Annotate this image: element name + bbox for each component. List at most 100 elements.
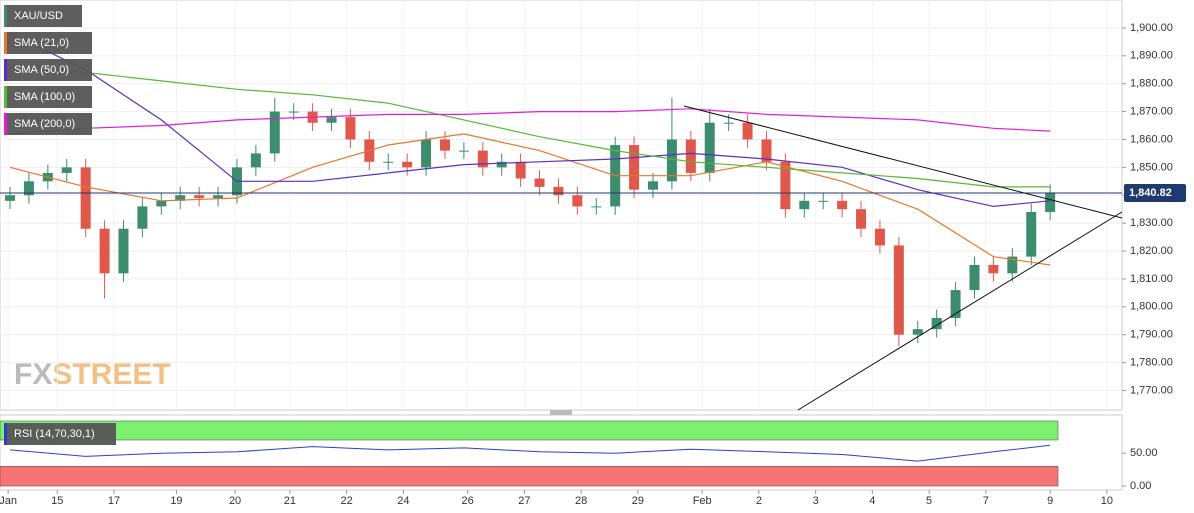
candle-body	[496, 161, 507, 168]
candle-body	[5, 195, 16, 201]
y-tick-label: 1,860.00	[1130, 133, 1173, 145]
candle-body	[534, 178, 545, 187]
y-tick-label: 1,870.00	[1130, 105, 1173, 117]
x-tick-label: 28	[575, 495, 587, 507]
y-tick-label: 1,890.00	[1130, 50, 1173, 62]
legend-entry-swatch	[4, 113, 7, 135]
candle-body	[118, 228, 129, 274]
candle-body	[893, 245, 904, 335]
candle-body	[288, 111, 299, 113]
candle-body	[837, 200, 848, 210]
candle-body	[553, 186, 564, 196]
candle-body	[1026, 211, 1037, 257]
y-tick-label: 1,830.00	[1130, 217, 1173, 229]
candle-body	[591, 206, 602, 208]
candle-body	[402, 161, 413, 168]
legend-entry-swatch	[4, 86, 7, 108]
x-tick-label: 27	[518, 495, 530, 507]
candle-body	[931, 317, 942, 330]
price-panel	[0, 0, 1123, 411]
candle-body	[269, 111, 280, 154]
x-tick-label: 29	[632, 495, 644, 507]
candle-body	[648, 181, 659, 190]
candle-body	[250, 153, 261, 168]
candle-body	[345, 117, 356, 140]
x-tick-label: 26	[462, 495, 474, 507]
candle-body	[477, 150, 488, 168]
candle-body	[194, 195, 205, 199]
y-tick-label: 1,900.00	[1130, 22, 1173, 34]
candle-body	[780, 161, 791, 210]
candle-body	[742, 122, 753, 140]
legend-entry-box	[4, 113, 92, 135]
legend-title-swatch	[4, 5, 7, 27]
last-price-box	[1124, 183, 1186, 202]
candle-body	[61, 167, 72, 173]
candle-body	[515, 161, 526, 179]
x-tick-label: 4	[869, 495, 875, 507]
candle-body	[818, 200, 829, 202]
candle-body	[156, 200, 167, 207]
x-tick-label: Jan	[0, 495, 17, 507]
x-tick-label: 2	[756, 495, 762, 507]
candle-body	[912, 329, 923, 335]
panel-splitter[interactable]	[550, 410, 572, 415]
legend-entry: SMA (100,0)	[14, 91, 75, 103]
candle-body	[704, 122, 715, 173]
last-price-label: 1,840.82	[1129, 187, 1172, 199]
candle-body	[950, 290, 961, 318]
legend-title: XAU/USD	[14, 10, 63, 22]
candle-body	[383, 161, 394, 163]
y-tick-label: 1,820.00	[1130, 245, 1173, 257]
x-tick-label: 17	[108, 495, 120, 507]
sma-line	[9, 32, 1051, 208]
legend-entry-box	[4, 32, 92, 54]
legend-entry-box	[4, 59, 92, 81]
x-tick-label: 5	[926, 495, 932, 507]
legend-entry: SMA (21,0)	[14, 37, 69, 49]
y-tick-label: 1,880.00	[1130, 78, 1173, 90]
candle-body	[1045, 192, 1056, 212]
x-tick-label: 10	[1101, 495, 1113, 507]
candle-body	[213, 195, 224, 199]
legend-title-box	[4, 5, 82, 27]
sma-line	[9, 108, 1051, 135]
legend-entry: SMA (50,0)	[14, 64, 69, 76]
x-tick-label: 21	[284, 495, 296, 507]
candle-body	[421, 139, 432, 168]
y-tick-label: 1,810.00	[1130, 273, 1173, 285]
x-tick-label: 9	[1047, 495, 1053, 507]
rsi-label: RSI (14,70,30,1)	[14, 428, 95, 440]
y-tick-label: 1,780.00	[1130, 356, 1173, 368]
candle-body	[666, 139, 677, 182]
y-tick-label: 1,800.00	[1130, 301, 1173, 313]
rsi-tick-label: 50.00	[1130, 447, 1158, 459]
y-tick-label: 1,850.00	[1130, 161, 1173, 173]
trendline-support	[797, 211, 1123, 411]
candle-body	[439, 139, 450, 151]
rsi-label-box	[4, 423, 116, 445]
y-tick-label: 1,790.00	[1130, 329, 1173, 341]
candle-body	[723, 122, 734, 124]
x-tick-label: 20	[229, 495, 241, 507]
trendline-resistance	[683, 105, 1123, 219]
x-tick-label: Feb	[693, 495, 712, 507]
watermark-street: STREET	[52, 358, 170, 391]
candle-body	[874, 228, 885, 246]
rsi-oversold-zone	[0, 466, 1059, 487]
candle-body	[629, 145, 640, 190]
legend-entry: SMA (200,0)	[14, 118, 75, 130]
rsi-overbought-zone	[0, 420, 1059, 441]
x-tick-label: 24	[397, 495, 409, 507]
candle-body	[685, 139, 696, 173]
candle-body	[80, 167, 91, 229]
x-tick-label: 15	[51, 495, 63, 507]
candle-body	[761, 139, 772, 162]
rsi-line	[9, 444, 1051, 462]
y-tick-label: 1,770.00	[1130, 384, 1173, 396]
candle-body	[137, 206, 148, 229]
candle-body	[1007, 256, 1018, 274]
legend-entry-swatch	[4, 59, 7, 81]
x-tick-label: 19	[170, 495, 182, 507]
